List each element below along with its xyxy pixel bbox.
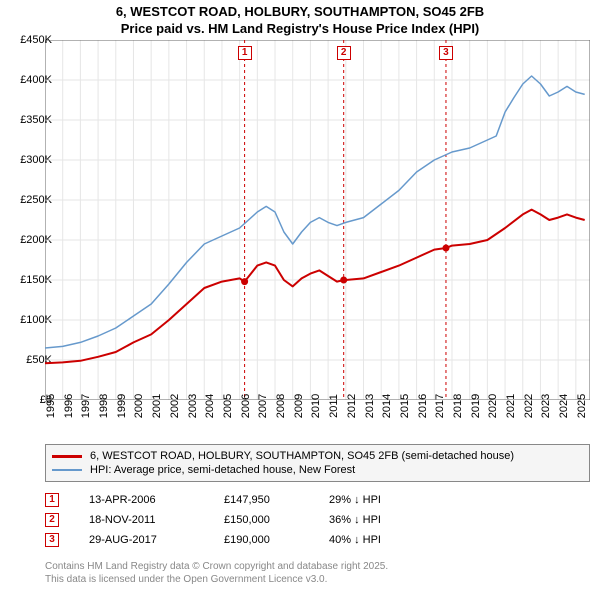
x-tick-label: 2003 [187,394,199,418]
title-line-2: Price paid vs. HM Land Registry's House … [0,21,600,38]
x-tick-label: 2009 [293,394,305,418]
x-tick-label: 2013 [364,394,376,418]
x-tick-label: 2002 [169,394,181,418]
x-tick-label: 2001 [151,394,163,418]
footer-attribution: Contains HM Land Registry data © Crown c… [45,561,388,586]
footer-line-1: Contains HM Land Registry data © Crown c… [45,561,388,574]
legend-label: 6, WESTCOT ROAD, HOLBURY, SOUTHAMPTON, S… [90,450,514,462]
title-line-1: 6, WESTCOT ROAD, HOLBURY, SOUTHAMPTON, S… [0,4,600,21]
transaction-hpi-delta: 36% ↓ HPI [329,514,381,526]
transaction-marker: 2 [45,513,59,527]
legend-swatch [52,469,82,471]
line-chart-svg [45,40,590,400]
transaction-row: 1 13-APR-2006£147,95029% ↓ HPI [45,490,590,510]
legend-item: 6, WESTCOT ROAD, HOLBURY, SOUTHAMPTON, S… [52,449,583,463]
x-tick-label: 2008 [275,394,287,418]
x-tick-label: 2024 [558,394,570,418]
x-tick-label: 1997 [80,394,92,418]
transactions-table: 1 13-APR-2006£147,95029% ↓ HPI 2 18-NOV-201… [45,490,590,550]
x-tick-label: 1999 [116,394,128,418]
x-tick-label: 2020 [487,394,499,418]
transaction-hpi-delta: 29% ↓ HPI [329,494,381,506]
transaction-hpi-delta: 40% ↓ HPI [329,534,381,546]
transaction-marker: 1 [45,493,59,507]
x-tick-label: 2017 [434,394,446,418]
chart-marker-3: 3 [439,46,453,60]
footer-line-2: This data is licensed under the Open Gov… [45,574,388,587]
x-tick-label: 2018 [452,394,464,418]
x-tick-label: 2023 [540,394,552,418]
x-tick-label: 2004 [204,394,216,418]
x-tick-label: 1998 [98,394,110,418]
transaction-row: 2 18-NOV-2011£150,00036% ↓ HPI [45,510,590,530]
x-tick-label: 2025 [576,394,588,418]
x-tick-label: 2019 [470,394,482,418]
x-tick-label: 2021 [505,394,517,418]
x-tick-label: 2005 [222,394,234,418]
x-tick-label: 2006 [240,394,252,418]
chart-marker-1: 1 [238,46,252,60]
legend-label: HPI: Average price, semi-detached house,… [90,464,355,476]
transaction-price: £190,000 [224,534,329,546]
x-tick-label: 2016 [417,394,429,418]
x-tick-label: 2010 [310,394,322,418]
legend-item: HPI: Average price, semi-detached house,… [52,463,583,477]
x-tick-label: 2012 [346,394,358,418]
x-tick-label: 2007 [257,394,269,418]
chart-plot-area [45,40,590,400]
x-tick-label: 2015 [399,394,411,418]
transaction-marker: 3 [45,533,59,547]
transaction-date: 29-AUG-2017 [89,534,224,546]
legend-swatch [52,455,82,458]
x-tick-label: 1995 [45,394,57,418]
title-block: 6, WESTCOT ROAD, HOLBURY, SOUTHAMPTON, S… [0,0,600,38]
chart-marker-2: 2 [337,46,351,60]
chart-container: 6, WESTCOT ROAD, HOLBURY, SOUTHAMPTON, S… [0,0,600,590]
transaction-date: 13-APR-2006 [89,494,224,506]
x-tick-label: 2014 [381,394,393,418]
transaction-price: £150,000 [224,514,329,526]
transaction-price: £147,950 [224,494,329,506]
x-tick-label: 2022 [523,394,535,418]
x-tick-label: 2011 [328,394,340,418]
legend-box: 6, WESTCOT ROAD, HOLBURY, SOUTHAMPTON, S… [45,444,590,482]
transaction-row: 3 29-AUG-2017£190,00040% ↓ HPI [45,530,590,550]
x-tick-label: 2000 [133,394,145,418]
x-tick-label: 1996 [63,394,75,418]
transaction-date: 18-NOV-2011 [89,514,224,526]
x-axis-labels: 1995199619971998199920002001200220032004… [45,402,590,442]
